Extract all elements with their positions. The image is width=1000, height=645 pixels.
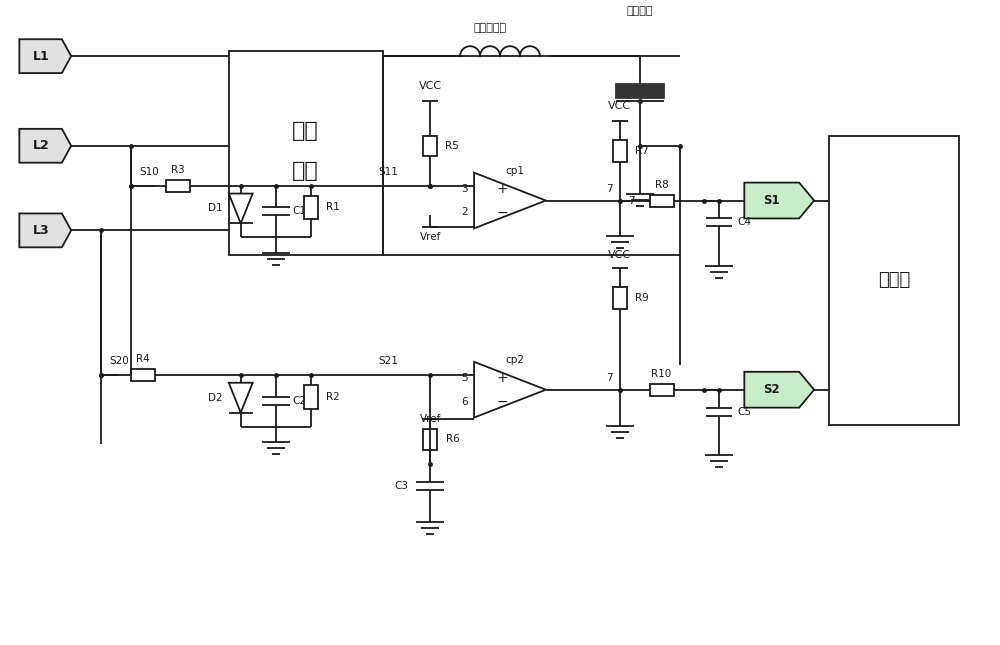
Polygon shape	[229, 194, 253, 223]
Bar	[166, 179, 190, 192]
Text: 三相: 三相	[292, 121, 319, 141]
Text: 平波电容: 平波电容	[626, 6, 653, 16]
Text: −: −	[496, 395, 508, 409]
Text: +: +	[496, 182, 508, 195]
Text: 单片机: 单片机	[878, 271, 910, 289]
Polygon shape	[474, 362, 546, 417]
Text: C2: C2	[293, 395, 307, 406]
Bar	[613, 287, 627, 309]
Bar	[650, 384, 674, 395]
Text: +: +	[496, 371, 508, 385]
Text: 直流电抗器: 直流电抗器	[473, 23, 507, 34]
Bar	[304, 384, 318, 409]
Text: 6: 6	[461, 397, 467, 406]
Text: VCC: VCC	[608, 101, 631, 111]
Text: R4: R4	[136, 354, 150, 364]
Text: S2: S2	[763, 383, 780, 396]
Bar	[829, 136, 959, 424]
Text: L1: L1	[33, 50, 49, 63]
Bar	[423, 136, 437, 155]
Text: R3: R3	[171, 164, 185, 175]
Text: R9: R9	[635, 293, 648, 303]
Bar	[131, 369, 155, 381]
Text: 7: 7	[606, 184, 613, 194]
Text: 7: 7	[628, 195, 634, 206]
Text: S10: S10	[139, 166, 159, 177]
Bar	[650, 195, 674, 206]
Text: R10: R10	[651, 369, 672, 379]
Text: 3: 3	[461, 184, 467, 194]
Bar	[423, 428, 437, 450]
Polygon shape	[19, 129, 71, 163]
Text: R6: R6	[446, 435, 460, 444]
Text: 2: 2	[461, 208, 467, 217]
Text: C4: C4	[737, 217, 751, 228]
Polygon shape	[744, 183, 814, 219]
Text: VCC: VCC	[608, 250, 631, 261]
Text: C1: C1	[293, 206, 307, 217]
Bar	[613, 140, 627, 162]
Polygon shape	[19, 39, 71, 73]
Text: 7: 7	[606, 373, 613, 382]
Text: cp2: cp2	[505, 355, 524, 365]
Text: R2: R2	[326, 392, 340, 402]
Text: Vref: Vref	[420, 232, 441, 243]
Text: D1: D1	[208, 203, 223, 213]
Text: S11: S11	[378, 166, 398, 177]
Polygon shape	[744, 372, 814, 408]
Bar	[229, 51, 383, 255]
Bar	[304, 195, 318, 219]
Text: D2: D2	[208, 393, 223, 402]
Text: −: −	[496, 206, 508, 219]
Polygon shape	[229, 382, 253, 413]
Text: 5: 5	[461, 373, 467, 382]
Polygon shape	[19, 213, 71, 247]
Text: C5: C5	[737, 406, 751, 417]
Text: S21: S21	[378, 356, 398, 366]
Text: C3: C3	[394, 481, 408, 491]
Text: R8: R8	[655, 179, 668, 190]
Text: L3: L3	[33, 224, 49, 237]
Bar	[616, 84, 664, 98]
Text: S20: S20	[109, 356, 129, 366]
Text: L2: L2	[33, 139, 49, 152]
Text: VCC: VCC	[419, 81, 442, 91]
Text: Vref: Vref	[420, 413, 441, 424]
Text: S1: S1	[763, 194, 780, 207]
Polygon shape	[474, 173, 546, 228]
Text: R1: R1	[326, 203, 340, 212]
Text: 整流: 整流	[292, 161, 319, 181]
Text: cp1: cp1	[505, 166, 524, 175]
Text: R7: R7	[635, 146, 648, 155]
Text: R5: R5	[445, 141, 459, 151]
